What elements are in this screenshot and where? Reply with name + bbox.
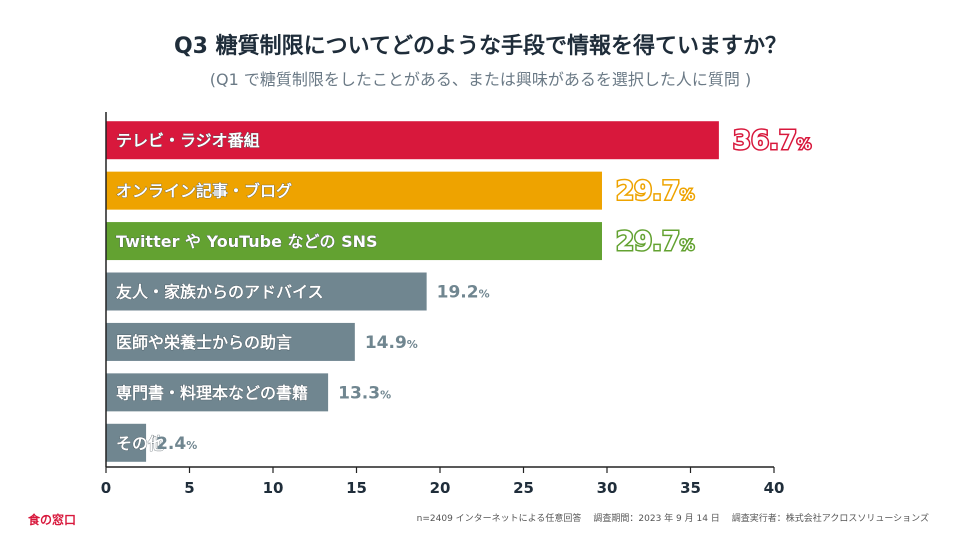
x-tick-label: 20 — [430, 479, 451, 497]
bar-value-unit: % — [380, 388, 391, 401]
bar-category-label: Twitter や YouTube などの SNS — [116, 232, 378, 251]
footnote-period: 調査期間：2023 年 9 月 14 日 — [593, 514, 720, 524]
x-tick-label: 35 — [680, 479, 701, 497]
bar-category-label: その他 — [116, 434, 164, 453]
bar-value-unit: % — [680, 188, 694, 204]
brand-logo-text: 食の窓口 — [28, 513, 77, 527]
chart-subtitle: (Q1 で糖質制限をしたことがある、または興味があるを選択した人に質問 ) — [209, 70, 752, 89]
x-tick-label: 10 — [263, 479, 284, 497]
x-tick-label: 0 — [101, 479, 111, 497]
bar-value-label: 13.3% — [338, 383, 391, 403]
bar-value-label: 2.4% — [156, 434, 197, 454]
bar-category-label: テレビ・ラジオ番組 — [116, 131, 260, 150]
bar-category-label: 友人・家族からのアドバイス — [116, 283, 324, 302]
bar-value-unit: % — [407, 338, 418, 351]
bar-value-unit: % — [797, 137, 811, 153]
x-tick-label: 40 — [764, 479, 785, 497]
bar — [106, 171, 602, 210]
bar-value-unit: % — [186, 439, 197, 452]
bar-category-label: オンライン記事・ブログ — [116, 182, 292, 201]
survey-footnote: n=2409 インターネットによる任意回答 調査期間：2023 年 9 月 14 … — [417, 511, 929, 524]
bar-value-label: 36.7% — [733, 126, 811, 156]
footnote-sample: n=2409 インターネットによる任意回答 — [416, 514, 582, 524]
bar-value-label: 29.7% — [616, 177, 694, 207]
bar — [106, 272, 427, 311]
bar-value-label: 19.2% — [437, 283, 490, 303]
footnote-org: 調査実行者：株式会社アクロスソリューションズ — [731, 514, 929, 524]
bar — [106, 222, 602, 261]
bar — [106, 121, 719, 160]
x-tick-label: 30 — [597, 479, 618, 497]
bar-value-label: 14.9% — [365, 333, 418, 353]
bar-value-label: 29.7% — [616, 227, 694, 257]
x-tick-label: 15 — [346, 479, 367, 497]
bar — [106, 322, 355, 361]
bar-value-unit: % — [479, 288, 490, 301]
bar — [106, 373, 329, 412]
bar — [106, 423, 147, 462]
chart-title: Q3 糖質制限についてどのような手段で情報を得ていますか？ — [173, 34, 787, 59]
bar-value-unit: % — [680, 238, 694, 254]
x-tick-label: 25 — [513, 479, 534, 497]
bar-category-label: 医師や栄養士からの助言 — [116, 333, 292, 352]
bar-category-label: 専門書・料理本などの書籍 — [116, 383, 308, 402]
x-tick-label: 5 — [184, 479, 194, 497]
